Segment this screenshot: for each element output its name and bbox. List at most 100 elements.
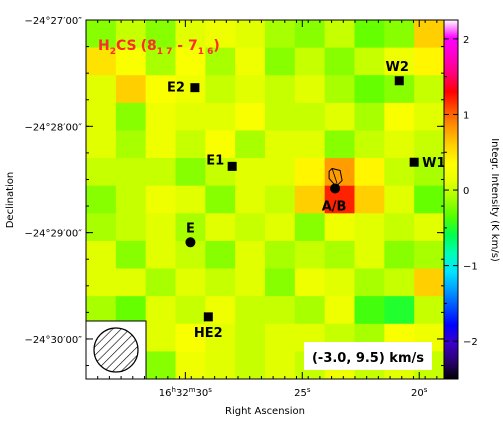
heatmap-cell: [384, 268, 415, 297]
heatmap-cell: [175, 102, 206, 132]
heatmap-cell: [235, 20, 266, 49]
heatmap-cell: [145, 240, 177, 270]
heatmap-cell: [205, 130, 236, 159]
heatmap-cell: [354, 47, 385, 76]
colorbar: [443, 19, 459, 380]
heatmap-cell: [86, 185, 117, 214]
velocity-range-label: (-3.0, 9.5) km/s: [312, 351, 424, 366]
heatmap-cell: [86, 158, 117, 187]
heatmap-cell: [294, 213, 326, 242]
heatmap-cell: [175, 323, 206, 352]
heatmap-cell: [265, 268, 296, 297]
heatmap-cell: [115, 20, 147, 49]
heatmap-cell: [235, 268, 266, 297]
heatmap-cell: [235, 240, 266, 270]
heatmap-cell: [294, 268, 326, 297]
heatmap-cell: [235, 213, 266, 242]
heatmap-cell: [414, 240, 444, 270]
heatmap-cell: [145, 20, 177, 49]
heatmap-cell: [384, 296, 415, 325]
colorbar-tick-label: 0: [463, 186, 469, 197]
colorbar-tick-label: −2: [463, 337, 478, 348]
heatmap-cell: [175, 213, 206, 242]
heatmap-cell: [145, 268, 177, 297]
heatmap-cell: [235, 185, 266, 214]
heatmap-cell: [414, 158, 444, 187]
heatmap-cell: [354, 75, 385, 104]
heatmap-cell: [86, 130, 117, 159]
heatmap-cell: [265, 102, 296, 132]
heatmap-cell: [235, 75, 266, 104]
heatmap-cell: [145, 75, 177, 104]
heatmap-cell: [235, 130, 266, 159]
heatmap-cell: [205, 268, 236, 297]
heatmap-cell: [354, 268, 385, 297]
heatmap-cell: [115, 102, 147, 132]
heatmap-cell: [205, 213, 236, 242]
velocity-range-box: (-3.0, 9.5) km/s: [304, 342, 432, 370]
y-tick-label: −24°30′00″: [24, 335, 82, 346]
heatmap-cell: [115, 240, 147, 270]
heatmap-cell: [414, 20, 444, 49]
x-tick-label: 16h32m30s: [159, 386, 212, 399]
heatmap-cell: [414, 47, 444, 76]
colorbar-gradient: [444, 20, 458, 379]
source-label: E: [186, 221, 195, 236]
heatmap-cell: [86, 268, 117, 297]
heatmap-cell: [354, 102, 385, 132]
heatmap-cell: [324, 130, 356, 159]
heatmap-cell: [115, 75, 147, 104]
heatmap-cell: [145, 158, 177, 187]
heatmap-cell: [235, 323, 266, 352]
heatmap-cell: [175, 158, 206, 187]
heatmap-cell: [265, 130, 296, 159]
source-label: E2: [167, 81, 185, 96]
heatmap-cell: [414, 213, 444, 242]
heatmap-cell: [145, 102, 177, 132]
heatmap-cell: [324, 296, 356, 325]
source-label: A/B: [322, 199, 347, 214]
heatmap-cell: [145, 213, 177, 242]
heatmap-cell: [265, 185, 296, 214]
heatmap-cell: [86, 240, 117, 270]
heatmap-cell: [324, 20, 356, 49]
heatmap-cell: [145, 185, 177, 214]
heatmap-cell: [414, 102, 444, 132]
heatmap-cell: [324, 240, 356, 270]
heatmap-cell: [384, 47, 415, 76]
heatmap-cell: [384, 20, 415, 49]
heatmap-cell: [175, 47, 206, 76]
heatmap-cell: [175, 351, 206, 379]
heatmap-cell: [324, 213, 356, 242]
heatmap-cell: [414, 75, 444, 104]
heatmap-cell: [265, 75, 296, 104]
heatmap-cell: [354, 20, 385, 49]
x-axis-label: Right Ascension: [225, 406, 305, 417]
heatmap-cell: [145, 296, 177, 325]
colorbar-tick-label: 2: [463, 35, 469, 46]
source-marker-square: [227, 161, 237, 171]
y-tick-label: −24°27′00″: [24, 16, 82, 27]
heatmap-cell: [205, 323, 236, 352]
intensity-contour: [331, 168, 338, 184]
x-tick-label: 20s: [411, 386, 428, 399]
source-label: W2: [386, 60, 409, 75]
heatmap-cell: [145, 130, 177, 159]
source-marker-square: [203, 312, 213, 322]
heatmap-cell: [235, 158, 266, 187]
heatmap-cell: [294, 296, 326, 325]
heatmap-cell: [265, 323, 296, 352]
colorbar-tick-label: −1: [463, 262, 478, 273]
source-marker-square: [409, 157, 419, 167]
heatmap-cell: [235, 102, 266, 132]
heatmap-cell: [265, 20, 296, 49]
source-label: W1: [422, 156, 445, 171]
heatmap-cell: [265, 296, 296, 325]
heatmap-cell: [324, 268, 356, 297]
heatmap-cell: [175, 20, 206, 49]
heatmap-cell: [414, 185, 444, 214]
heatmap-cell: [205, 20, 236, 49]
heatmap-cell: [354, 130, 385, 159]
heatmap-cell: [294, 20, 326, 49]
colorbar-label: Integr. Intensity (K km/s): [489, 138, 500, 262]
